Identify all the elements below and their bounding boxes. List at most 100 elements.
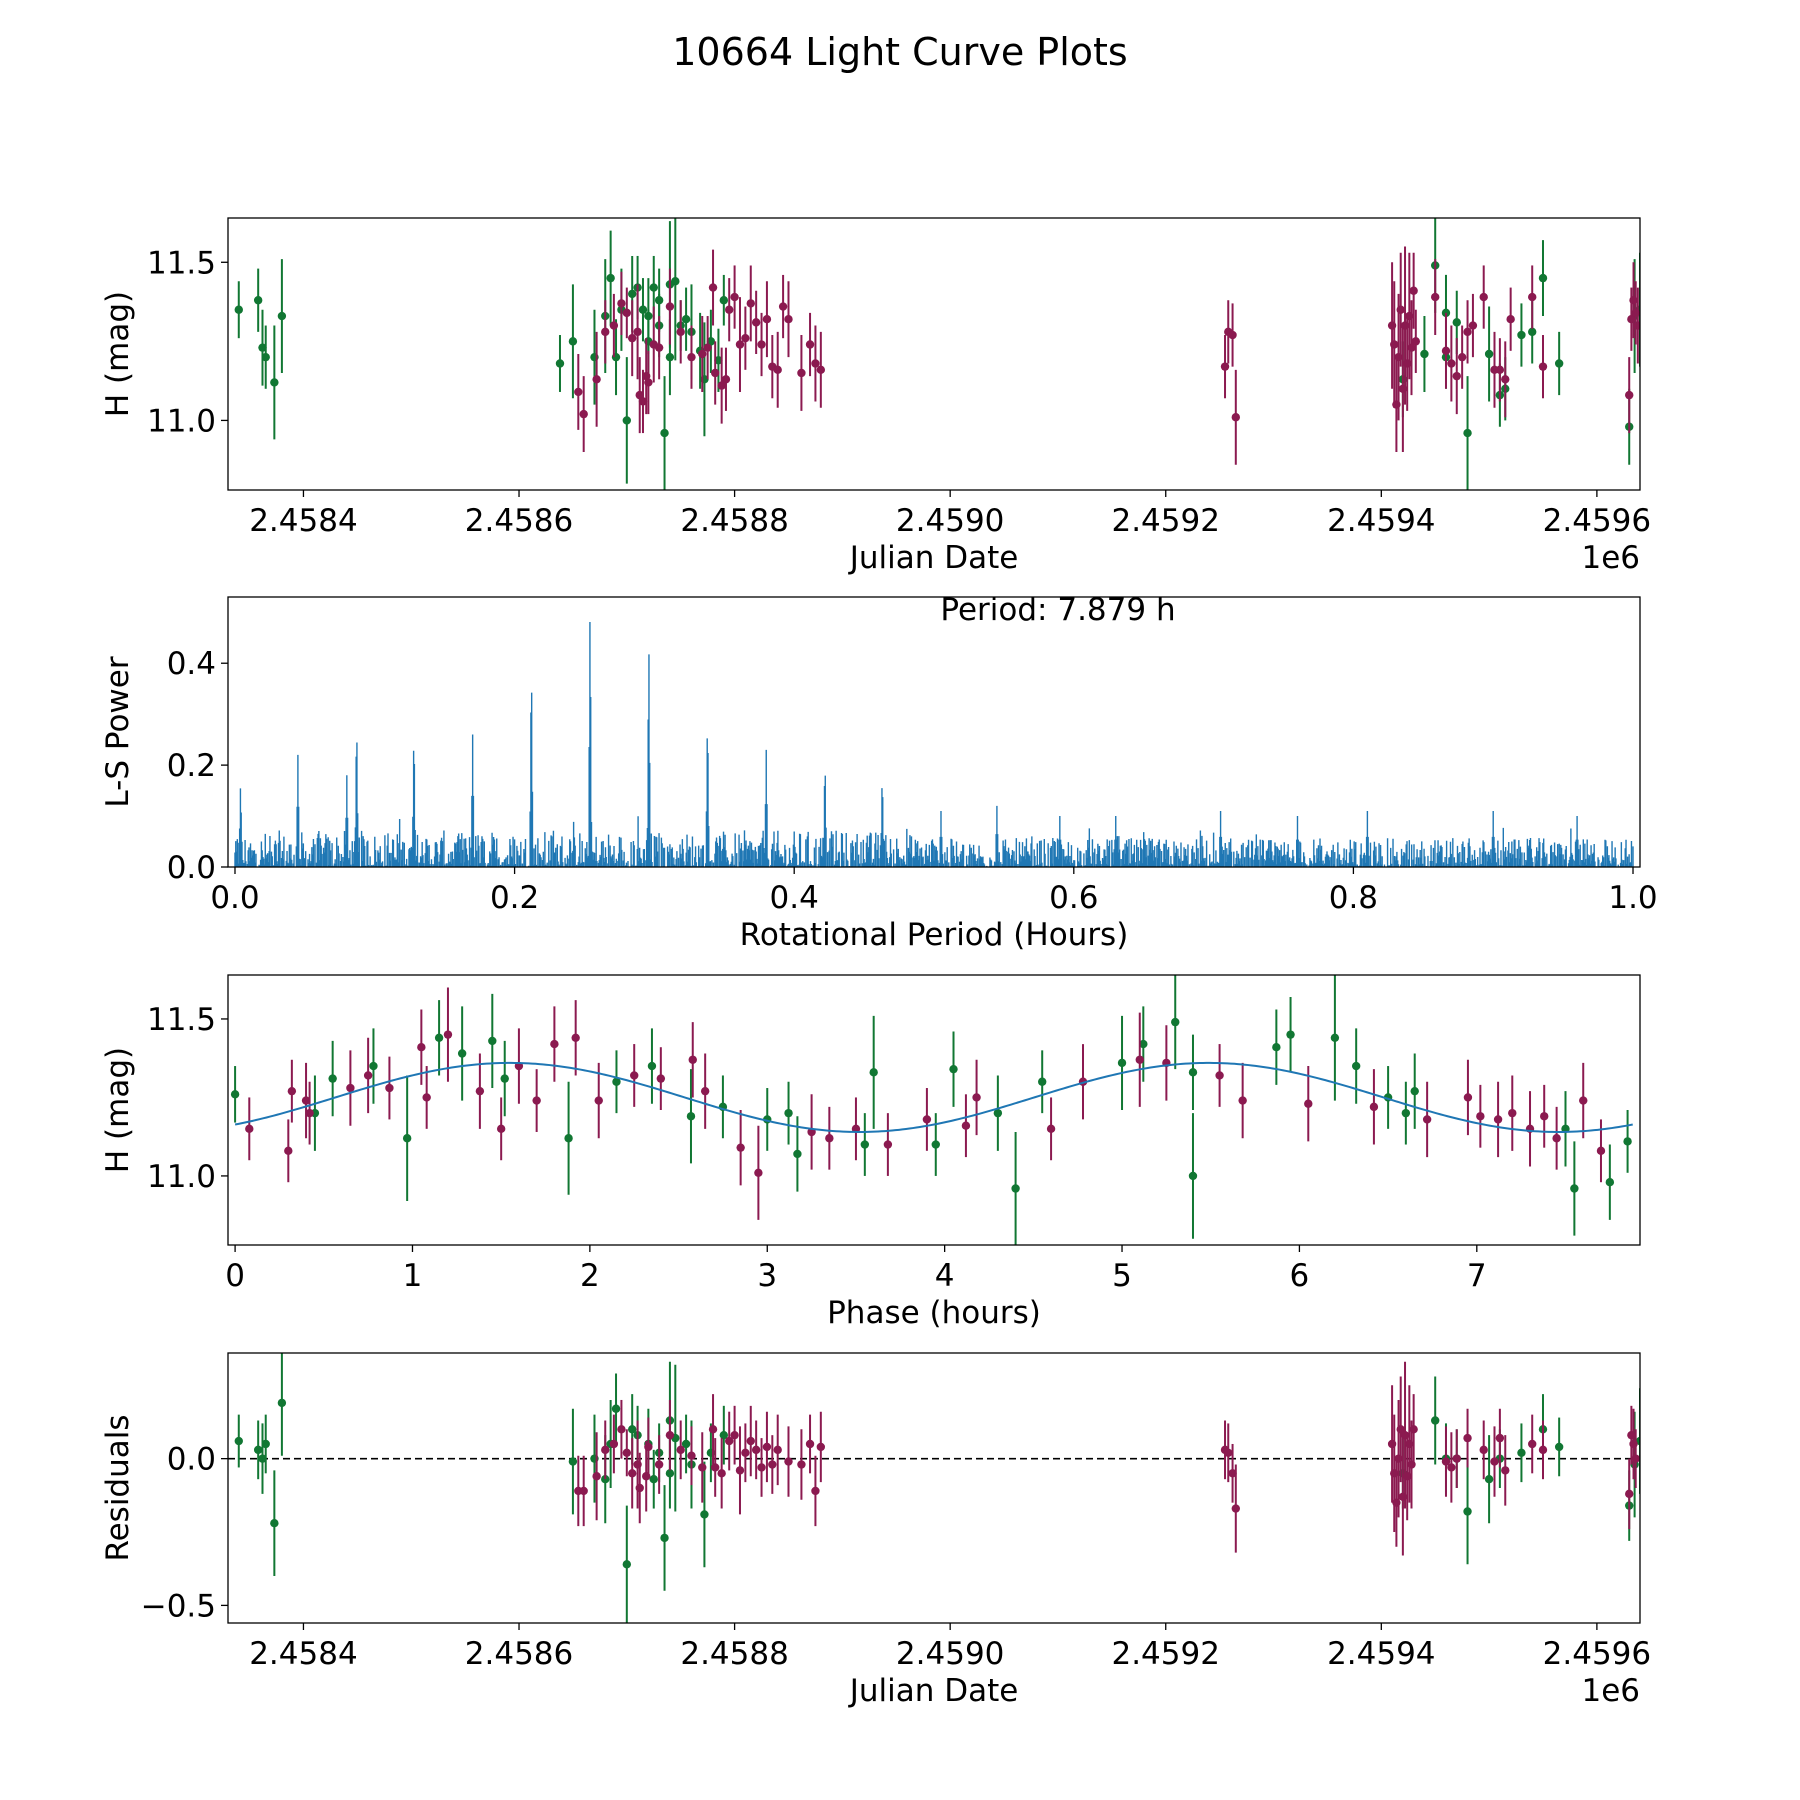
data-point (1411, 337, 1421, 346)
data-point (993, 1108, 1003, 1118)
y-tick-label: 11.0 (147, 1159, 216, 1195)
x-tick-label: 0.8 (1329, 880, 1378, 916)
data-point (245, 1124, 254, 1134)
x-axis-label: Julian Date (848, 1673, 1019, 1709)
data-point (277, 311, 287, 321)
data-point (773, 1445, 782, 1455)
data-point (1484, 349, 1494, 359)
figure-title: 10664 Light Curve Plots (672, 30, 1127, 74)
data-point (751, 318, 761, 327)
data-point (1272, 1043, 1281, 1052)
data-point (1463, 1093, 1473, 1102)
data-point (681, 1439, 691, 1449)
data-point (1409, 1425, 1418, 1434)
data-point (1463, 428, 1472, 438)
data-point (825, 1134, 834, 1143)
data-point (1390, 340, 1399, 349)
data-point (700, 1510, 709, 1519)
data-point (1570, 1184, 1579, 1193)
data-point (601, 327, 610, 337)
data-point (1452, 1454, 1461, 1463)
x-tick-label: 2.4590 (896, 1636, 1004, 1672)
data-point (568, 337, 578, 346)
data-point (665, 302, 675, 311)
x-tick-label: 0 (225, 1258, 245, 1294)
data-point (1538, 362, 1548, 371)
x-tick-label: 0.2 (490, 880, 539, 916)
data-point (1596, 1146, 1606, 1156)
data-point (571, 1033, 580, 1042)
data-point (622, 416, 632, 425)
data-point (816, 1442, 826, 1452)
data-point (422, 1093, 431, 1102)
x-offset-label: 1e6 (1581, 1673, 1640, 1709)
plot-frame (227, 217, 1641, 491)
data-point (1447, 1463, 1456, 1472)
data-point (234, 1436, 243, 1446)
data-point (665, 1430, 675, 1440)
data-point (1463, 327, 1472, 337)
x-tick-label: 2.4592 (1111, 503, 1219, 539)
data-point (754, 1168, 763, 1177)
plot-area (234, 218, 1640, 490)
x-tick-label: 1 (403, 1258, 423, 1294)
data-point (700, 1086, 710, 1096)
residuals-panel: 2.4584 2.4586 2.4588 2.4590 2.4592 2.4594 2.45… (100, 1352, 1651, 1709)
x-axis-label: Rotational Period (Hours) (740, 917, 1129, 953)
y-tick-label: 11.5 (147, 245, 216, 281)
data-point (305, 1108, 314, 1118)
data-point (736, 1143, 745, 1152)
y-tick-label: 0.0 (167, 850, 216, 886)
data-point (649, 283, 658, 292)
data-point (1228, 330, 1237, 340)
data-point (931, 1140, 940, 1149)
data-point (1506, 315, 1515, 324)
data-point (883, 1140, 893, 1149)
phased-panel: 0 1 2 3 4 5 6 7 11.0 11.5 Phase (hours) H (mag) (100, 974, 1641, 1331)
data-point (762, 1442, 772, 1452)
data-point (1479, 292, 1488, 302)
data-point (617, 299, 626, 308)
data-point (638, 397, 648, 406)
data-point (746, 1436, 755, 1446)
data-point (654, 1460, 664, 1469)
data-point (1188, 1171, 1198, 1181)
data-point (719, 296, 729, 305)
data-point (676, 327, 685, 337)
data-point (757, 340, 766, 349)
data-point (1407, 343, 1416, 352)
data-point (1396, 1425, 1405, 1434)
data-point (635, 390, 644, 400)
data-point (622, 1448, 632, 1457)
data-point (617, 1425, 626, 1434)
data-point (417, 1043, 426, 1052)
data-point (1625, 1489, 1634, 1499)
data-point (698, 1463, 707, 1472)
data-point (346, 1083, 355, 1093)
data-point (1330, 1033, 1340, 1042)
period-annotation: Period: 7.879 h (940, 592, 1175, 628)
data-point (1215, 1071, 1224, 1080)
x-tick-label: 2.4596 (1543, 503, 1651, 539)
data-point (1476, 1112, 1485, 1121)
data-point (644, 378, 653, 387)
data-point (654, 296, 664, 305)
data-point (730, 1430, 739, 1440)
data-point (612, 1077, 621, 1086)
x-tick-label: 6 (1290, 1258, 1310, 1294)
x-tick-label: 2.4590 (896, 503, 1004, 539)
data-point (1286, 1030, 1295, 1039)
data-point (574, 387, 583, 397)
x-tick-label: 3 (757, 1258, 777, 1294)
data-point (488, 1036, 497, 1046)
data-point (630, 1071, 639, 1080)
data-point (496, 1124, 506, 1134)
data-point (1452, 318, 1461, 327)
data-point (1431, 292, 1440, 302)
data-point (725, 305, 734, 314)
x-axis-label: Phase (hours) (827, 1295, 1041, 1331)
data-point (1501, 1466, 1510, 1475)
x-tick-label: 0.4 (770, 880, 819, 916)
data-point (1463, 1433, 1472, 1443)
